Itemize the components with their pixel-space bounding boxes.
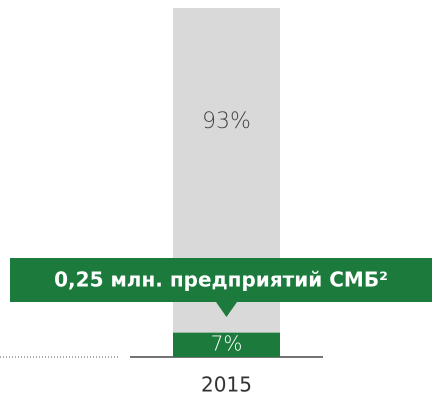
value-label: 93%: [202, 109, 251, 134]
annotation-banner: [10, 258, 432, 302]
annotation-pointer: [216, 302, 237, 317]
x-tick-label: 2015: [201, 373, 252, 397]
bar-segment: [173, 332, 280, 357]
annotation: 0,25 млн. предприятий СМБ²: [54, 268, 388, 292]
value-label: 7%: [211, 331, 243, 355]
